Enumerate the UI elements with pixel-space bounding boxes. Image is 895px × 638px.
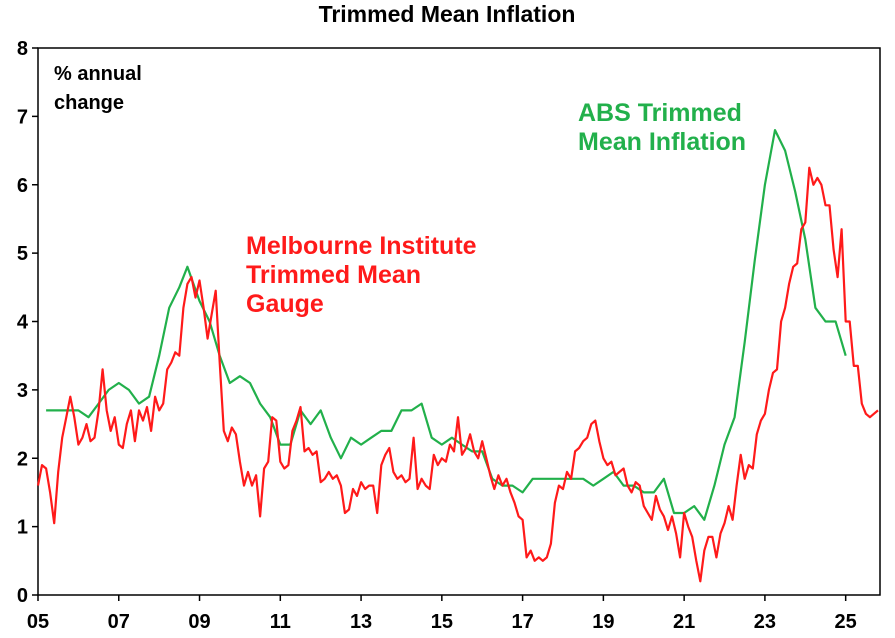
- series-label-melbourne: Melbourne Institute Trimmed Mean Gauge: [246, 232, 484, 318]
- x-tick-label: 21: [673, 611, 695, 633]
- y-tick-label: 6: [17, 175, 28, 197]
- y-axis-label: % annual change: [54, 63, 147, 114]
- y-tick-label: 4: [17, 312, 29, 334]
- y-axis-label-line-1: % annual: [54, 63, 142, 85]
- x-tick-label: 15: [431, 611, 453, 633]
- x-tick-label: 07: [108, 611, 130, 633]
- x-tick-label: 09: [188, 611, 210, 633]
- series-line-melbourne: [36, 166, 879, 583]
- x-tick-label: 05: [27, 611, 49, 633]
- x-axis: 05 07 09 11 13 15 17 19 21 23 25: [27, 595, 857, 633]
- y-tick-label: 5: [17, 243, 28, 265]
- y-tick-label: 2: [17, 448, 28, 470]
- series-label-abs: ABS Trimmed Mean Inflation: [578, 99, 749, 156]
- series-label-melbourne-line-2: Trimmed Mean: [246, 261, 421, 289]
- y-axis: 0 1 2 3 4 5 6 7 8: [17, 38, 38, 607]
- y-tick-label: 1: [17, 517, 28, 539]
- y-tick-label: 3: [17, 380, 28, 402]
- y-axis-label-line-2: change: [54, 92, 124, 114]
- chart-title: Trimmed Mean Inflation: [319, 1, 576, 27]
- x-tick-label: 19: [592, 611, 614, 633]
- series-label-melbourne-line-3: Gauge: [246, 290, 324, 318]
- series-line-abs: [46, 129, 847, 521]
- y-tick-label: 8: [17, 38, 28, 60]
- y-tick-label: 7: [17, 106, 28, 128]
- x-tick-label: 25: [835, 611, 857, 633]
- series-label-melbourne-line-1: Melbourne Institute: [246, 232, 477, 260]
- series-label-abs-line-1: ABS Trimmed: [578, 99, 742, 127]
- x-tick-label: 23: [754, 611, 776, 633]
- x-tick-label: 17: [511, 611, 533, 633]
- series-layer: [36, 129, 879, 583]
- x-tick-label: 11: [270, 611, 291, 633]
- y-tick-label: 0: [17, 585, 28, 607]
- x-tick-label: 13: [350, 611, 372, 633]
- plot-frame: [37, 47, 881, 596]
- series-label-abs-line-2: Mean Inflation: [578, 128, 746, 156]
